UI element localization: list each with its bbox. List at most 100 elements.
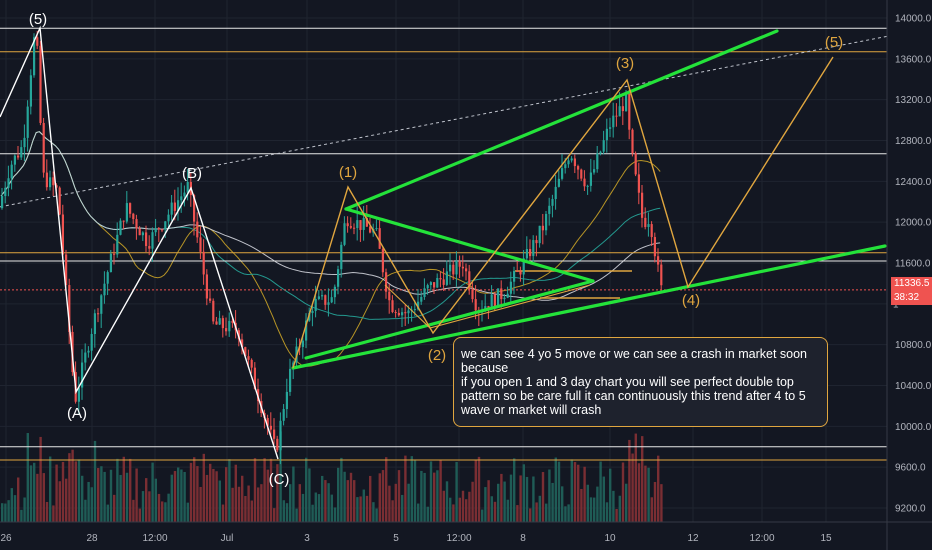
volume-bars	[1, 431, 663, 522]
volume-bar	[122, 456, 125, 522]
candle-body	[426, 285, 429, 289]
candle-body	[468, 271, 471, 290]
volume-bar	[52, 505, 55, 522]
volume-bar	[529, 508, 532, 522]
volume-bar	[333, 507, 337, 522]
volume-bar	[247, 485, 250, 522]
volume-bar	[209, 463, 212, 522]
candle-body	[55, 185, 58, 188]
volume-bar	[490, 496, 493, 522]
candle-body	[417, 301, 420, 310]
horizontal-levels[interactable]	[0, 27, 888, 461]
candle-body	[23, 137, 26, 148]
volume-bar	[305, 457, 308, 522]
volume-bar	[141, 491, 145, 522]
volume-bar	[573, 462, 577, 522]
candle-body	[317, 296, 320, 299]
annotation-note[interactable]: we can see 4 yo 5 move or we can see a c…	[453, 337, 828, 427]
volume-bar	[362, 489, 365, 522]
candle-body	[631, 129, 634, 154]
volume-bar	[394, 483, 397, 522]
volume-bar	[33, 462, 36, 522]
volume-bar	[215, 471, 218, 522]
volume-bar	[324, 480, 327, 522]
volume-bar	[317, 494, 321, 522]
volume-bar	[641, 436, 644, 522]
trend-line[interactable]	[344, 29, 779, 211]
candle-body	[413, 309, 416, 311]
candle-body	[167, 214, 170, 222]
candle-body	[509, 281, 512, 294]
volume-bar	[433, 472, 436, 522]
wave-sub-line-orange[interactable]	[384, 284, 591, 329]
volume-bar	[45, 501, 49, 522]
x-tick-label: 28	[86, 533, 98, 544]
volume-bar	[77, 459, 81, 522]
candle-body	[442, 279, 445, 285]
volume-bar	[609, 468, 612, 522]
candle-body	[125, 203, 128, 222]
candle-body	[545, 213, 548, 231]
wave-label-historic: (B)	[182, 165, 202, 182]
volume-bar	[631, 453, 634, 522]
dashed-trend-line[interactable]	[0, 35, 888, 208]
candle-body	[17, 155, 20, 158]
candle-body	[541, 225, 544, 231]
volume-bar	[375, 508, 378, 522]
volume-bar	[612, 490, 615, 522]
volume-bar	[481, 509, 484, 522]
candle-body	[583, 178, 586, 187]
candle-body	[465, 268, 468, 272]
volume-bar	[426, 506, 429, 522]
candle-body	[436, 277, 439, 288]
volume-bar	[465, 499, 468, 522]
candle-body	[500, 288, 503, 300]
candle-body	[548, 205, 551, 214]
candle-body	[586, 185, 589, 187]
volume-bar	[186, 502, 189, 522]
candle-body	[247, 356, 250, 360]
y-tick-label: 9600.0	[895, 463, 926, 474]
volume-bar	[74, 461, 77, 522]
y-tick-label: 13200.0	[895, 95, 932, 106]
trend-lines[interactable]	[291, 29, 887, 370]
volume-bar	[458, 497, 461, 522]
candle-body	[157, 228, 160, 230]
wave-lines[interactable]	[0, 25, 834, 460]
volume-bar	[647, 467, 650, 522]
volume-bar	[151, 462, 154, 522]
volume-bar	[660, 484, 663, 522]
volume-bar	[257, 487, 260, 522]
volume-bar	[359, 496, 362, 522]
candle-body	[618, 106, 621, 117]
volume-bar	[55, 464, 58, 522]
candle-body	[308, 313, 311, 321]
volume-bar	[276, 464, 279, 522]
trend-line[interactable]	[291, 244, 887, 370]
volume-bar	[429, 461, 433, 522]
volume-bar	[397, 470, 401, 522]
x-tick-label: 12:00	[142, 533, 167, 544]
x-tick-label: 12:00	[749, 533, 774, 544]
volume-bar	[93, 440, 97, 522]
volume-bar	[321, 475, 324, 522]
volume-bar	[468, 491, 471, 522]
trend-line[interactable]	[304, 279, 595, 360]
wave-line-white[interactable]	[0, 25, 279, 460]
wave-line-orange[interactable]	[292, 56, 834, 369]
candle-body	[148, 246, 151, 249]
volume-bar	[292, 466, 295, 522]
trend-line[interactable]	[344, 207, 595, 283]
candle-body	[589, 172, 592, 186]
volume-bar	[135, 468, 138, 522]
volume-bar	[218, 480, 221, 522]
volume-bar	[541, 472, 545, 522]
candle-body	[193, 194, 196, 222]
candle-body	[378, 228, 381, 249]
wave-labels: (5) (A) (B) (C) (1) (2) (3) (4) (5)	[29, 11, 843, 488]
candle-body	[525, 249, 528, 259]
candle-body	[449, 264, 452, 272]
volume-bar	[570, 459, 573, 522]
candle-body	[644, 217, 647, 228]
